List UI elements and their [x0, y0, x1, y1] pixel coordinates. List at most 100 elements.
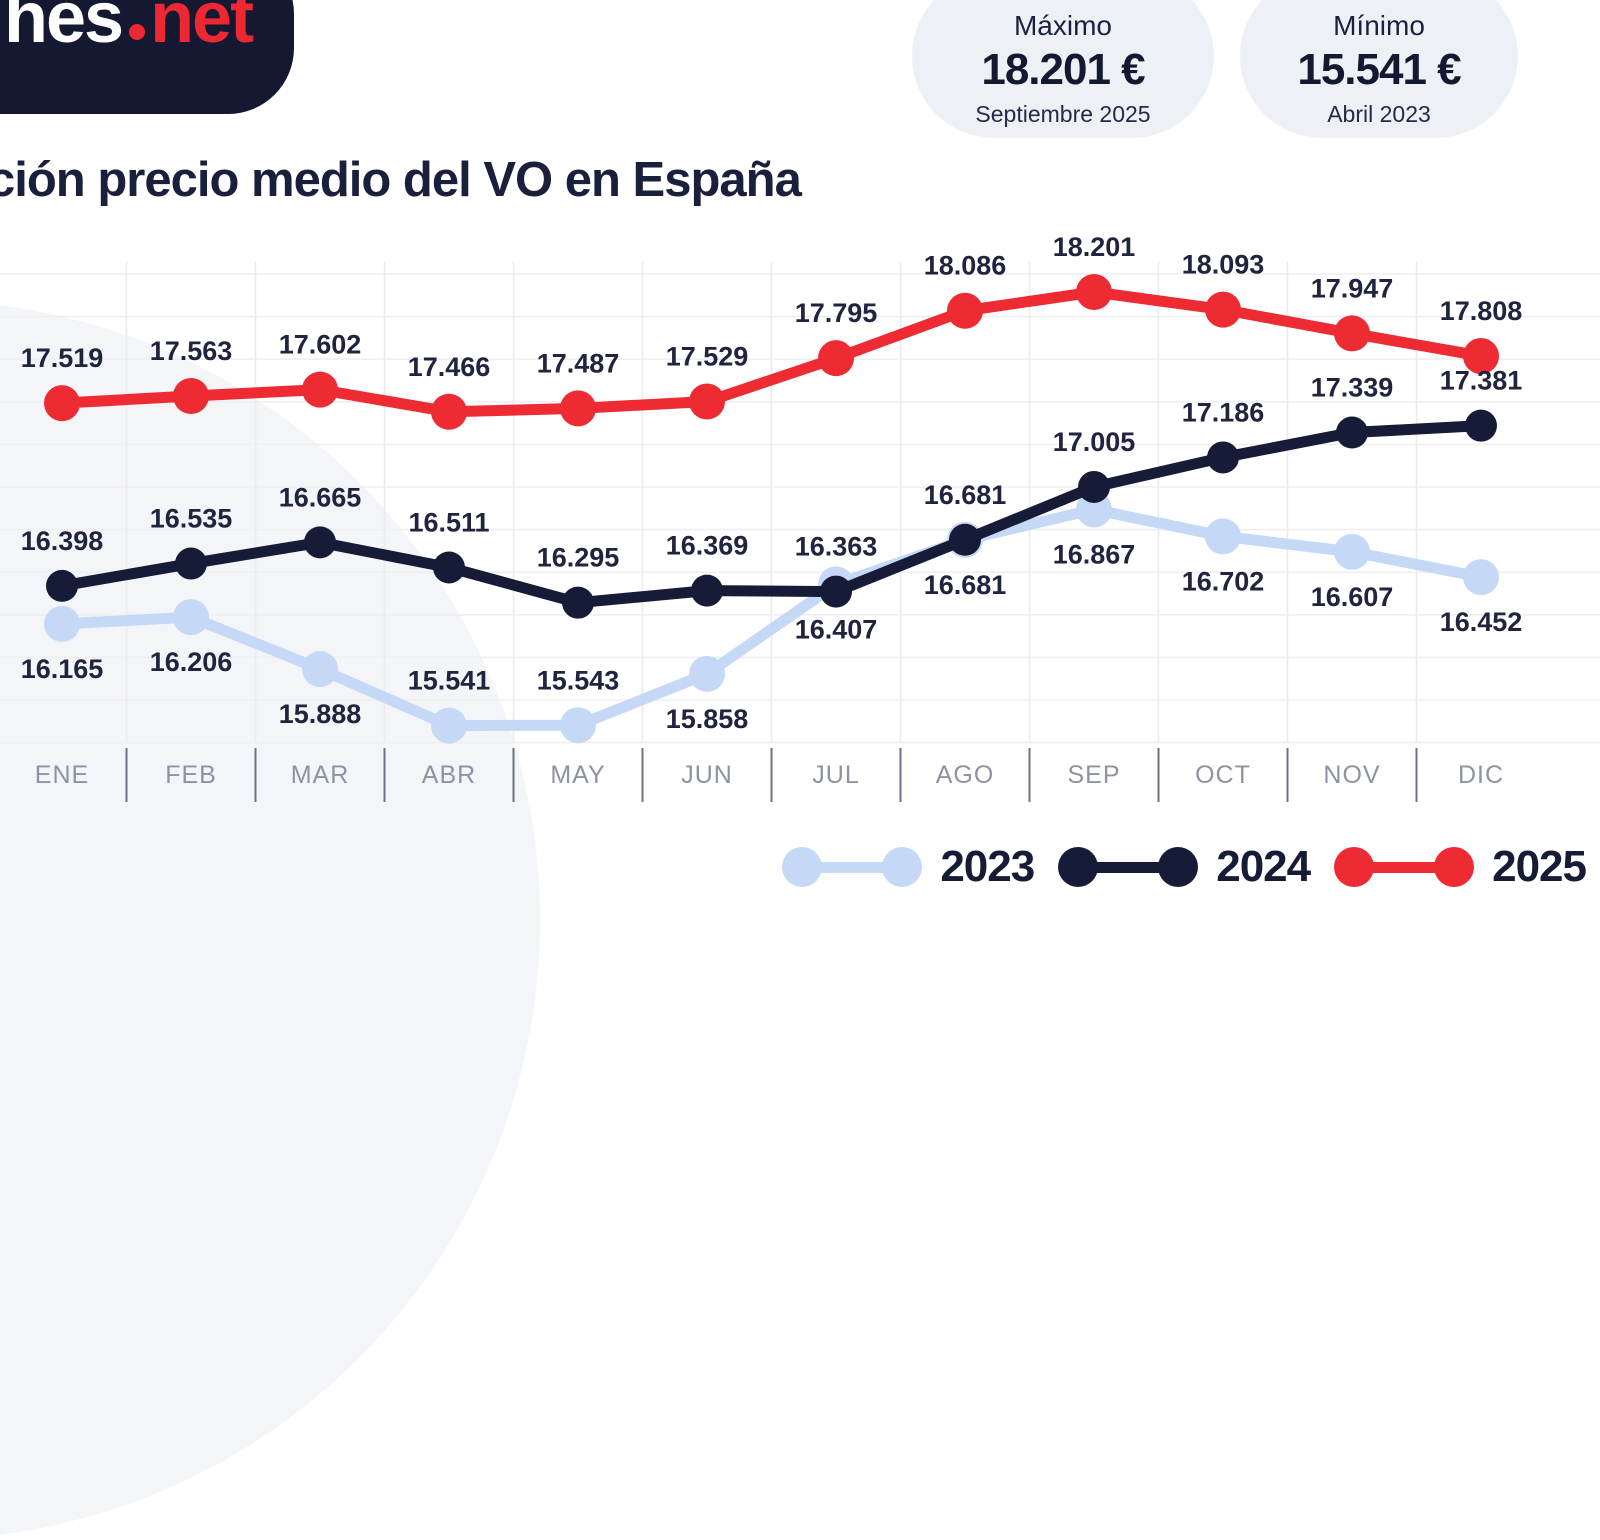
series-line-2023	[56, 503, 1487, 732]
data-label-2024: 17.005	[1053, 427, 1136, 457]
page-title: ción precio medio del VO en España	[0, 153, 802, 207]
data-point-2023	[44, 605, 80, 642]
data-point-2025	[1205, 291, 1241, 328]
month-label: JUL	[812, 761, 859, 789]
data-point-2023	[431, 707, 467, 744]
data-point-2024	[1207, 441, 1239, 474]
month-label: OCT	[1195, 761, 1251, 789]
data-label-2025: 17.563	[150, 336, 233, 366]
legend-marker-part	[1352, 861, 1457, 873]
data-label-2023: 15.858	[666, 704, 749, 734]
month-label: SEP	[1067, 761, 1120, 789]
data-label-2024: 16.535	[150, 504, 233, 534]
min-badge-label: Mínimo	[1333, 10, 1425, 41]
data-point-2025	[1463, 338, 1499, 375]
data-point-2025	[1076, 274, 1112, 310]
data-label-2023: 16.607	[1311, 582, 1394, 612]
legend-marker-part	[1158, 847, 1199, 887]
grid	[0, 262, 1600, 744]
data-label-2023: 16.165	[21, 654, 104, 684]
data-label-2024: 16.665	[279, 482, 362, 512]
data-label-2024: 17.186	[1182, 397, 1265, 427]
month-label: JUN	[681, 761, 733, 789]
data-label-2025: 17.529	[666, 342, 749, 372]
data-point-2023	[1334, 533, 1370, 570]
data-point-2024	[949, 523, 981, 556]
data-label-2025: 18.086	[924, 251, 1007, 281]
min-badge-value: 15.541 €	[1297, 45, 1461, 95]
data-label-2025: 17.487	[537, 348, 620, 378]
data-label-2023: 16.702	[1182, 566, 1265, 596]
data-label-2025: 18.093	[1182, 250, 1265, 280]
data-label-2024: 17.339	[1311, 373, 1394, 403]
data-point-2023	[173, 599, 209, 636]
data-label-2023: 16.206	[150, 647, 233, 677]
legend-marker-icon-2023	[782, 846, 923, 888]
data-point-2024	[1465, 409, 1497, 442]
logo: hes net	[0, 0, 294, 114]
legend-label-2023: 2023	[940, 842, 1035, 891]
legend-item-2025: 2025	[1334, 842, 1587, 892]
data-label-2023: 16.452	[1440, 607, 1523, 637]
data-point-2024	[433, 551, 465, 584]
data-label-2024: 17.381	[1440, 366, 1523, 396]
month-label: ABR	[422, 761, 476, 789]
data-label-2024: 16.681	[924, 480, 1007, 510]
series-line-2024	[56, 420, 1487, 609]
data-point-2023	[560, 707, 596, 744]
month-label: AGO	[936, 761, 995, 789]
data-label-2023: 15.888	[279, 699, 362, 729]
data-point-2024	[304, 526, 336, 559]
data-point-2024	[175, 547, 207, 580]
data-point-2025	[44, 385, 80, 422]
logo-text-suffix: net	[150, 0, 254, 58]
min-badge-date: Abril 2023	[1327, 101, 1431, 128]
logo-text-prefix: hes	[4, 0, 124, 58]
data-point-2024	[820, 575, 852, 608]
legend-marker-icon-2024	[1058, 846, 1199, 888]
data-point-2025	[1334, 315, 1370, 352]
month-label: DIC	[1458, 761, 1504, 789]
legend-marker-icon-2025	[1334, 846, 1475, 888]
month-label: NOV	[1323, 761, 1380, 789]
data-point-2023	[689, 655, 725, 692]
data-label-2024: 16.295	[537, 543, 620, 573]
max-badge-date: Septiembre 2025	[975, 101, 1151, 128]
series-line-2025	[56, 286, 1487, 418]
data-point-2024	[1078, 470, 1110, 503]
data-label-2025: 17.947	[1311, 273, 1394, 303]
max-badge-value: 18.201 €	[981, 45, 1145, 95]
data-point-2025	[818, 340, 854, 377]
month-label: MAR	[291, 761, 350, 789]
data-point-2025	[689, 383, 725, 420]
max-badge-label: Máximo	[1013, 10, 1112, 41]
data-label-2024: 16.398	[21, 526, 104, 556]
legend-item-2024: 2024	[1058, 842, 1311, 892]
data-label-2024: 16.363	[795, 532, 878, 562]
data-label-2023: 15.541	[408, 666, 491, 696]
max-price-badge: Máximo 18.201 € Septiembre 2025	[912, 0, 1214, 138]
series-2024	[46, 409, 1497, 619]
legend-item-2023: 2023	[782, 842, 1035, 892]
x-axis: ENE FEB MAR ABR MAY JUN JUL AGO SEP OCT NOV DIC	[35, 748, 1504, 802]
data-point-2025	[560, 390, 596, 427]
price-evolution-line-chart: ENE FEB MAR ABR MAY JUN JUL AGO SEP OCT NOV DIC 16.1…	[0, 232, 1600, 802]
data-label-2023: 16.407	[795, 614, 878, 644]
data-label-2025: 17.808	[1440, 296, 1523, 326]
data-point-2023	[1205, 518, 1241, 555]
legend-label-2024: 2024	[1216, 842, 1311, 891]
series-2025	[44, 274, 1499, 430]
legend-marker-part	[1434, 847, 1475, 887]
data-point-2024	[1336, 416, 1368, 449]
data-point-2023	[1076, 491, 1112, 528]
data-label-2023: 16.867	[1053, 539, 1136, 569]
data-point-2023	[1463, 559, 1499, 596]
data-point-2025	[302, 371, 338, 408]
data-point-2025	[431, 393, 467, 430]
data-label-2024: 16.511	[408, 507, 489, 537]
data-point-2025	[173, 377, 209, 414]
data-label-2023: 16.681	[924, 570, 1007, 600]
chart-legend: 2023 2024 2025	[782, 842, 1587, 892]
legend-marker-part	[882, 847, 923, 887]
min-price-badge: Mínimo 15.541 € Abril 2023	[1240, 0, 1518, 138]
